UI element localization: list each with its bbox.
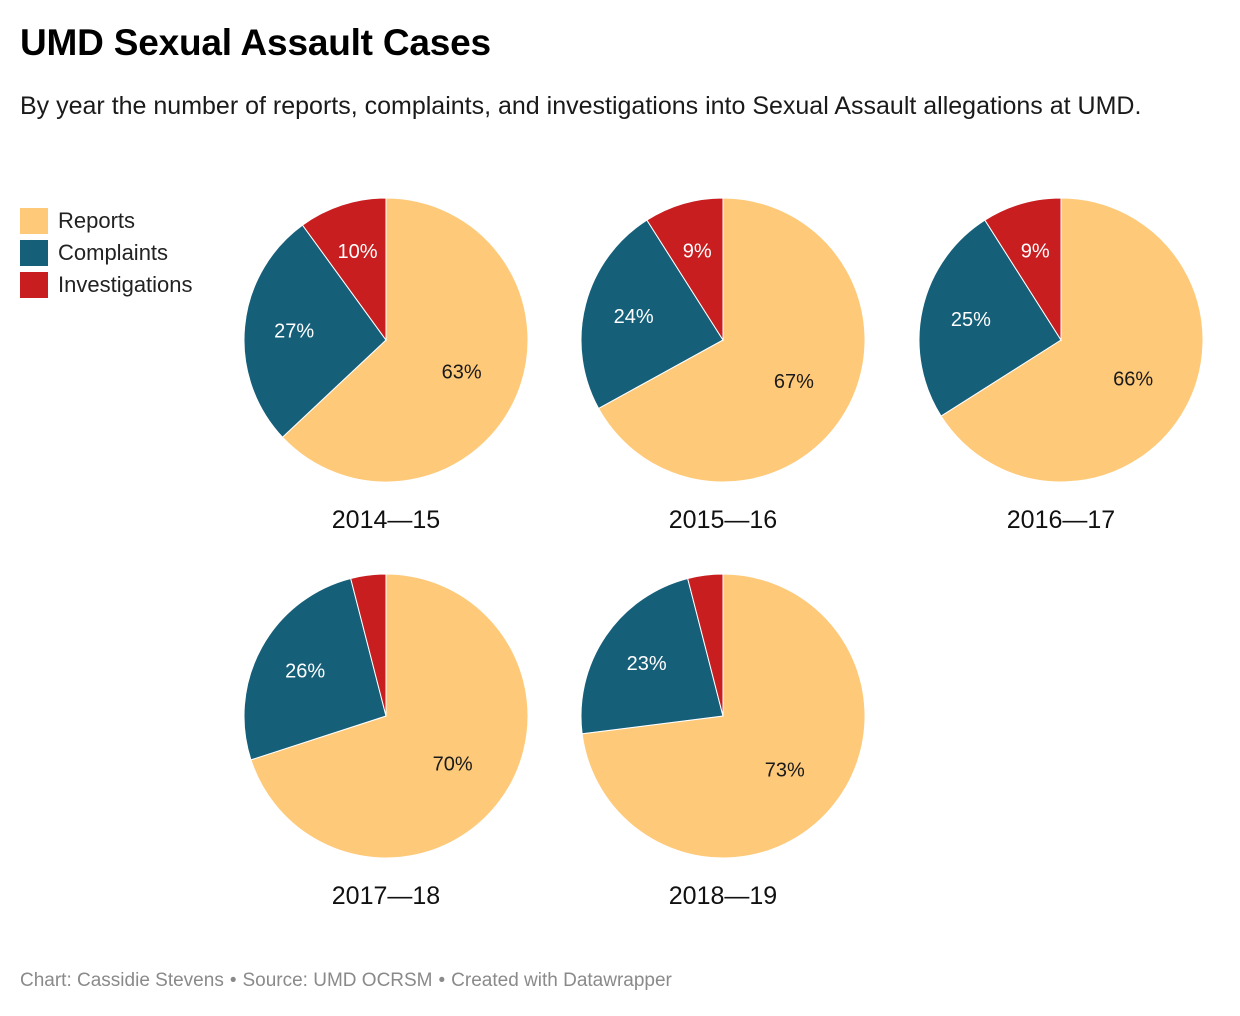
pie-slice-complaints [580, 219, 724, 410]
pie-value-label-investigations: 9% [1021, 240, 1050, 262]
pie-slice-investigations [646, 197, 724, 342]
legend-item-complaints: Complaints [20, 237, 193, 269]
legend-swatch-complaints [20, 240, 48, 266]
footer-tool: Created with Datawrapper [451, 970, 672, 991]
pie-1: 63% 27% 10% 2014—15 [243, 197, 529, 534]
legend-label-reports: Reports [58, 208, 136, 233]
pie-5: 73% 23% 2018—19 [580, 573, 866, 910]
pie-slice-investigations [301, 197, 387, 342]
legend-item-investigations: Investigations [20, 269, 193, 301]
legend-label-investigations: Investigations [58, 272, 193, 297]
chart-title: UMD Sexual Assault Cases [20, 22, 491, 63]
footer-credit: Chart: Cassidie Stevens [20, 970, 224, 991]
legend: Reports Complaints Investigations [20, 205, 193, 301]
pie-value-label-complaints: 23% [627, 653, 667, 675]
pie-value-label-reports: 67% [774, 371, 814, 393]
pie-slice-reports [250, 573, 529, 859]
pie-slice-reports [281, 197, 529, 483]
pie-slice-complaints [918, 219, 1062, 417]
pie-3: 66% 25% 9% 2016—17 [918, 197, 1204, 534]
footer-separator: • [229, 970, 237, 991]
pie-value-label-complaints: 26% [285, 661, 325, 683]
pie-year-label: 2018—19 [669, 882, 777, 910]
pie-year-label: 2016—17 [1007, 506, 1115, 534]
pie-year-label: 2015—16 [669, 506, 777, 534]
pie-slice-investigations [350, 573, 387, 717]
pie-value-label-complaints: 24% [614, 306, 654, 328]
pie-value-label-complaints: 27% [274, 320, 314, 342]
pie-4: 70% 26% 2017—18 [243, 573, 529, 910]
chart-subtitle: By year the number of reports, complaint… [20, 92, 1142, 120]
pie-year-label: 2014—15 [332, 506, 440, 534]
pie-slice-reports [581, 573, 866, 859]
pie-value-label-reports: 70% [433, 753, 473, 775]
pie-slice-complaints [243, 577, 387, 761]
legend-item-reports: Reports [20, 205, 193, 237]
pie-2: 67% 24% 9% 2015—16 [580, 197, 866, 534]
pie-value-label-reports: 73% [765, 760, 805, 782]
pie-value-label-reports: 63% [442, 362, 482, 384]
pie-value-label-investigations: 9% [683, 240, 712, 262]
pie-slice-investigations [984, 197, 1062, 342]
legend-swatch-investigations [20, 272, 48, 298]
pie-slice-reports [940, 197, 1204, 483]
legend-swatch-reports [20, 208, 48, 234]
footer-separator: • [438, 970, 446, 991]
pie-slice-reports [597, 197, 866, 483]
chart-footer: Chart: Cassidie Stevens • Source: UMD OCRS… [20, 970, 672, 992]
pie-value-label-complaints: 25% [951, 309, 991, 331]
pie-value-label-reports: 66% [1113, 369, 1153, 391]
pie-value-label-investigations: 10% [337, 241, 377, 263]
pie-slice-complaints [580, 577, 724, 735]
legend-label-complaints: Complaints [58, 240, 169, 265]
pie-slice-complaints [243, 224, 387, 438]
pie-year-label: 2017—18 [332, 882, 440, 910]
pie-slice-investigations [687, 573, 724, 717]
footer-source: Source: UMD OCRSM [242, 970, 433, 991]
